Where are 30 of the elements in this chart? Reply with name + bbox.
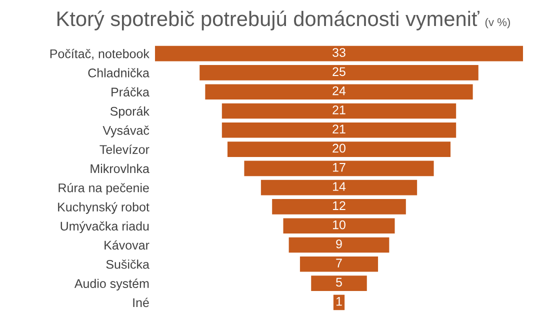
data-label: 14	[333, 182, 346, 191]
data-label: 24	[332, 86, 346, 96]
category-label: Sporák	[110, 106, 150, 118]
data-label: 21	[332, 124, 346, 134]
category-label: Iné	[133, 298, 149, 308]
data-label: 7	[336, 258, 342, 268]
category-label: Rúra na pečenie	[58, 182, 149, 195]
data-label: 12	[333, 201, 346, 210]
data-label: 5	[336, 278, 342, 287]
category-label: Sušička	[106, 260, 150, 269]
category-label: Práčka	[112, 87, 150, 97]
data-label: 10	[333, 220, 346, 230]
data-label: 17	[333, 163, 346, 172]
text: Ktorý spotrebič potrebujú domácnosti vymeniť	[57, 10, 480, 30]
data-label: 20	[332, 144, 346, 153]
category-label: Vysávač	[102, 126, 150, 138]
data-label: 33	[332, 48, 346, 57]
data-label: 21	[332, 106, 346, 114]
text: (v %)	[485, 18, 510, 28]
data-label: 9	[336, 240, 342, 248]
category-label: Počítač, notebook	[50, 48, 150, 60]
data-label: 1	[336, 297, 342, 306]
category-label: Kuchynský robot	[58, 202, 150, 214]
category-label: Kávovar	[104, 240, 150, 250]
category-label: Televízor	[100, 144, 150, 154]
category-label: Mikrovlnka	[90, 164, 150, 174]
category-label: Chladnička	[88, 68, 150, 78]
category-label: Audio systém	[74, 278, 149, 290]
data-label: 25	[332, 67, 346, 76]
category-label: Umývačka riadu	[60, 221, 149, 234]
